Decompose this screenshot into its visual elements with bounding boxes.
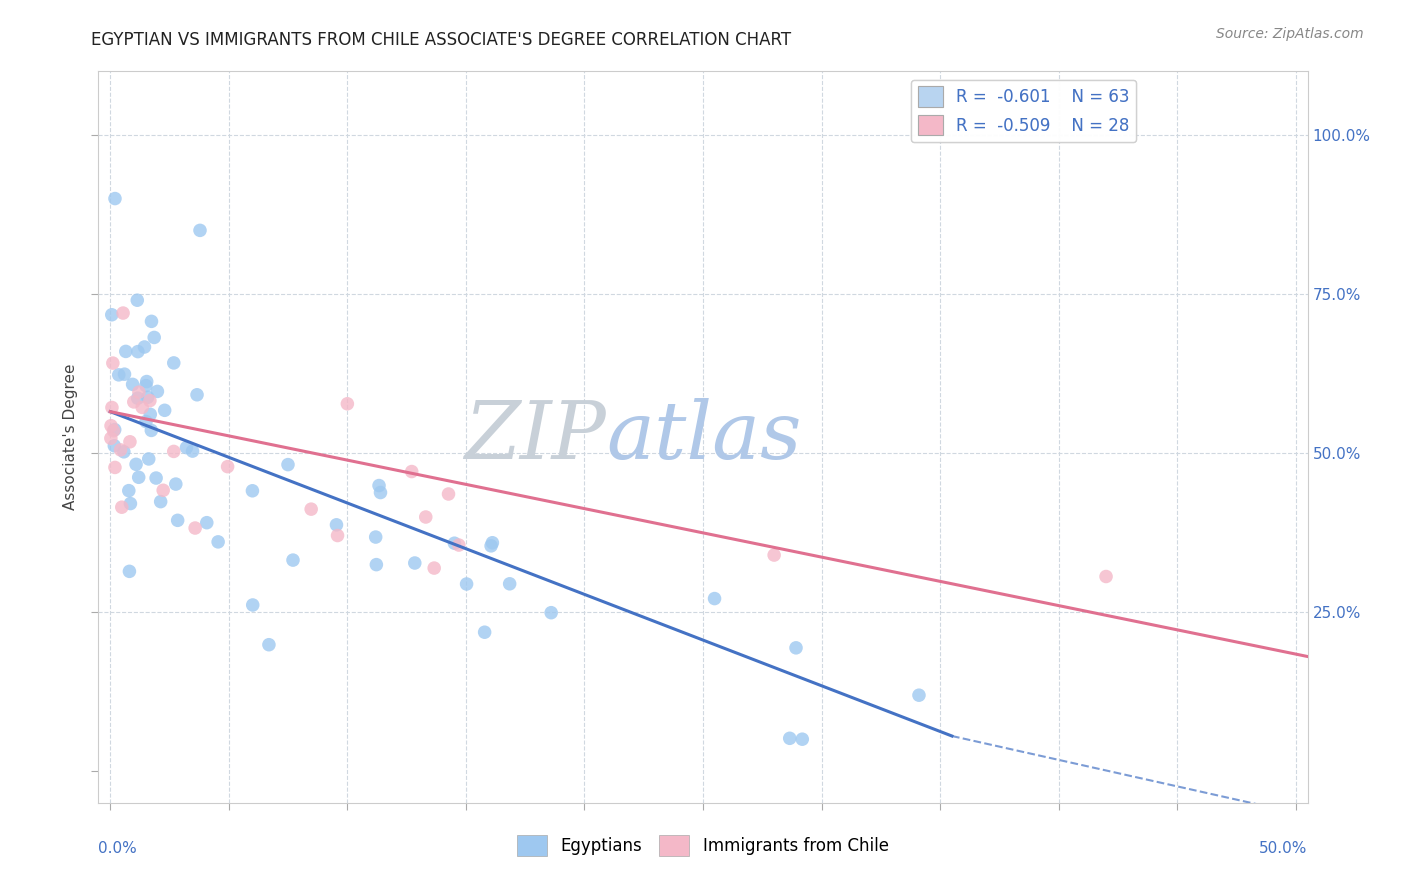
Point bbox=[703, 591, 725, 606]
Point bbox=[540, 606, 562, 620]
Point bbox=[165, 477, 187, 491]
Point bbox=[242, 483, 264, 498]
Point bbox=[146, 384, 169, 399]
Text: EGYPTIAN VS IMMIGRANTS FROM CHILE ASSOCIATE'S DEGREE CORRELATION CHART: EGYPTIAN VS IMMIGRANTS FROM CHILE ASSOCI… bbox=[91, 31, 792, 49]
Point bbox=[127, 391, 149, 405]
Point bbox=[415, 510, 437, 524]
Point bbox=[366, 558, 388, 572]
Point bbox=[763, 548, 786, 562]
Point bbox=[104, 423, 127, 437]
Point bbox=[195, 516, 218, 530]
Point bbox=[141, 424, 163, 438]
Point bbox=[447, 538, 470, 552]
Point bbox=[404, 556, 426, 570]
Point bbox=[104, 192, 127, 206]
Point bbox=[139, 408, 162, 422]
Point bbox=[100, 431, 122, 445]
Point bbox=[443, 536, 465, 550]
Point bbox=[141, 314, 163, 328]
Point bbox=[118, 434, 141, 449]
Point bbox=[145, 471, 167, 485]
Point bbox=[779, 731, 801, 746]
Point bbox=[437, 487, 460, 501]
Point bbox=[143, 330, 166, 344]
Point bbox=[176, 441, 198, 455]
Point bbox=[128, 385, 150, 400]
Point bbox=[112, 445, 135, 459]
Point bbox=[792, 732, 814, 747]
Point bbox=[207, 534, 229, 549]
Text: atlas: atlas bbox=[606, 399, 801, 475]
Point bbox=[474, 625, 496, 640]
Point bbox=[326, 528, 349, 542]
Text: ZIP: ZIP bbox=[464, 399, 606, 475]
Point bbox=[153, 403, 176, 417]
Point bbox=[135, 378, 157, 392]
Point bbox=[299, 502, 322, 516]
Point bbox=[364, 530, 387, 544]
Point bbox=[135, 415, 157, 429]
Point bbox=[163, 444, 186, 458]
Point bbox=[423, 561, 446, 575]
Point bbox=[107, 368, 129, 382]
Point bbox=[114, 344, 136, 359]
Text: 0.0%: 0.0% bbox=[98, 841, 138, 856]
Point bbox=[368, 478, 391, 492]
Point bbox=[184, 521, 207, 535]
Y-axis label: Associate's Degree: Associate's Degree bbox=[63, 364, 79, 510]
Point bbox=[139, 393, 162, 408]
Point bbox=[152, 483, 174, 498]
Text: 50.0%: 50.0% bbox=[1260, 841, 1308, 856]
Point bbox=[401, 465, 423, 479]
Point bbox=[114, 367, 136, 381]
Point bbox=[112, 306, 135, 320]
Point bbox=[120, 497, 142, 511]
Point bbox=[257, 638, 280, 652]
Point bbox=[242, 598, 264, 612]
Point bbox=[127, 344, 149, 359]
Point bbox=[104, 460, 127, 475]
Legend: R =  -0.601    N = 63, R =  -0.509    N = 28: R = -0.601 N = 63, R = -0.509 N = 28 bbox=[911, 79, 1136, 142]
Point bbox=[281, 553, 304, 567]
Point bbox=[163, 356, 186, 370]
Point bbox=[128, 470, 150, 484]
Point bbox=[336, 397, 359, 411]
Point bbox=[181, 444, 204, 458]
Point bbox=[101, 401, 124, 415]
Point bbox=[135, 375, 157, 389]
Point bbox=[103, 424, 125, 438]
Point bbox=[110, 442, 132, 457]
Point bbox=[498, 576, 520, 591]
Point bbox=[370, 485, 392, 500]
Text: Source: ZipAtlas.com: Source: ZipAtlas.com bbox=[1216, 27, 1364, 41]
Point bbox=[785, 640, 807, 655]
Point bbox=[149, 494, 172, 508]
Point bbox=[481, 535, 503, 549]
Point bbox=[103, 439, 125, 453]
Point bbox=[456, 577, 478, 591]
Point bbox=[138, 452, 160, 467]
Point bbox=[166, 513, 188, 527]
Point bbox=[325, 517, 347, 532]
Point bbox=[127, 293, 149, 308]
Point bbox=[100, 308, 122, 322]
Point bbox=[118, 483, 141, 498]
Point bbox=[1095, 569, 1118, 583]
Point bbox=[101, 356, 124, 370]
Point bbox=[125, 458, 148, 472]
Point bbox=[217, 459, 239, 474]
Point bbox=[131, 401, 153, 415]
Point bbox=[277, 458, 299, 472]
Point bbox=[100, 418, 122, 433]
Point bbox=[118, 565, 141, 579]
Point bbox=[111, 500, 134, 515]
Point bbox=[188, 223, 211, 237]
Point bbox=[479, 539, 502, 553]
Point bbox=[136, 390, 159, 404]
Point bbox=[122, 395, 145, 409]
Point bbox=[908, 688, 931, 702]
Point bbox=[186, 388, 208, 402]
Point bbox=[134, 340, 156, 354]
Point bbox=[121, 377, 143, 392]
